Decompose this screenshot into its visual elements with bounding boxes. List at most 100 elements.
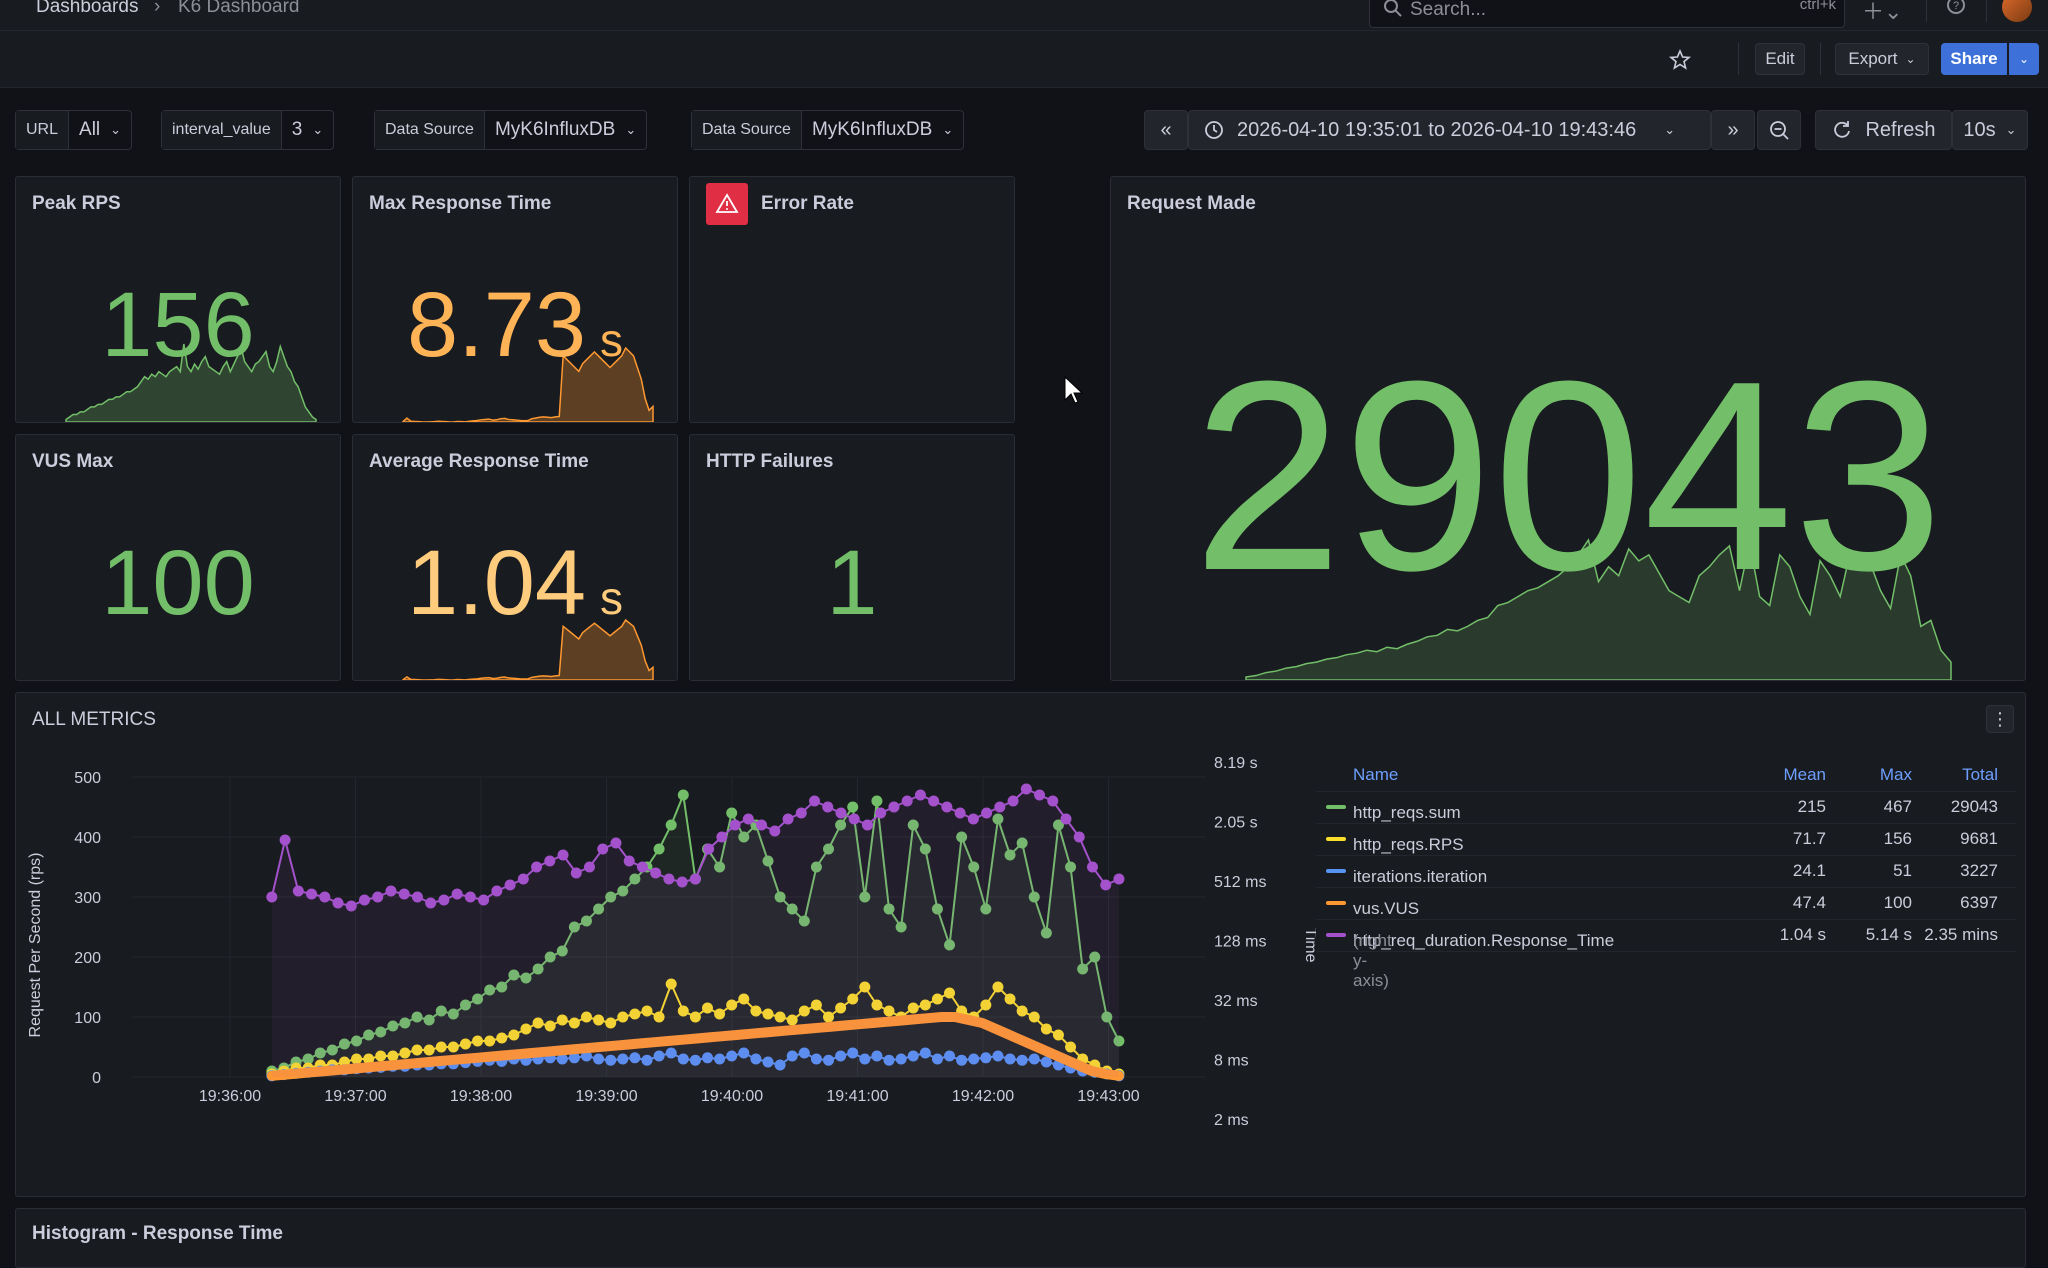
data-point	[774, 1011, 786, 1023]
data-point	[738, 1047, 750, 1059]
data-point	[556, 945, 568, 957]
time-shift-back-icon[interactable]: «	[1144, 110, 1188, 150]
legend-name-suffix: (right y-axis)	[1353, 931, 1392, 990]
search-input[interactable]: Search... ctrl+k	[1369, 0, 1845, 28]
panel-request-made: Request Made 29043	[1110, 176, 2026, 681]
data-point	[580, 915, 592, 927]
chevron-down-icon: ⌄	[312, 122, 324, 137]
data-point	[944, 987, 956, 999]
data-point	[1101, 1011, 1113, 1023]
data-point	[871, 795, 883, 807]
data-point	[351, 1053, 363, 1065]
data-point	[411, 891, 423, 903]
export-button[interactable]: Export ⌄	[1835, 43, 1929, 75]
panel-title: VUS Max	[32, 451, 114, 472]
refresh-interval-select[interactable]: 10s ⌄	[1952, 110, 2028, 150]
legend-row[interactable]: http_req_duration.Response_Time (right y…	[1316, 919, 2016, 990]
panel-title: Peak RPS	[32, 193, 121, 214]
data-point	[464, 891, 476, 903]
data-point	[520, 972, 532, 984]
data-point	[459, 1038, 471, 1050]
legend-mean: 1.04 s	[1779, 925, 1826, 944]
data-point	[1086, 861, 1098, 873]
data-point	[1040, 927, 1052, 939]
data-point	[888, 801, 900, 813]
legend-row[interactable]: iterations.iteration 24.1 51 3227	[1316, 855, 2016, 888]
data-point	[568, 921, 580, 933]
warning-icon[interactable]	[706, 183, 748, 225]
chevron-down-icon: ⌄	[2005, 122, 2017, 137]
legend-mean: 24.1	[1792, 861, 1826, 880]
variable-datasource-2[interactable]: Data Source MyK6InfluxDB ⌄	[691, 110, 965, 150]
max-response-value: 8.73 s	[353, 273, 677, 378]
data-point	[847, 801, 859, 813]
share-menu-chevron-icon[interactable]: ⌄	[2009, 43, 2039, 75]
x-tick-label: 19:38:00	[450, 1088, 512, 1105]
panel-menu-icon[interactable]: ⋮	[1986, 705, 2014, 733]
edit-button[interactable]: Edit	[1755, 43, 1805, 75]
legend-name-text: http_req_duration.Response_Time	[1353, 931, 1615, 950]
legend-row[interactable]: http_reqs.sum 215 467 29043	[1316, 791, 2016, 824]
legend-header: Name Mean Max Total	[1316, 759, 2016, 792]
breadcrumb-root[interactable]: Dashboards	[36, 0, 139, 17]
data-point	[504, 879, 516, 891]
zoom-out-icon[interactable]	[1757, 110, 1801, 150]
variable-interval-label: interval_value	[162, 111, 282, 149]
data-point	[665, 1047, 677, 1059]
data-point	[532, 1017, 544, 1029]
y2-tick-label: 2.05 s	[1214, 815, 1258, 832]
legend-header-max[interactable]: Max	[1879, 765, 1912, 784]
data-point	[762, 1008, 774, 1020]
help-icon[interactable]: ?	[1945, 0, 1967, 16]
variable-datasource-1[interactable]: Data Source MyK6InfluxDB ⌄	[374, 110, 648, 150]
variable-interval-value: 3	[291, 119, 303, 140]
data-point	[980, 999, 992, 1011]
avatar[interactable]	[2002, 0, 2032, 22]
data-point	[398, 888, 410, 900]
y-tick-label: 300	[74, 890, 101, 907]
legend-row[interactable]: http_reqs.RPS 71.7 156 9681	[1316, 823, 2016, 856]
data-point	[1060, 813, 1072, 825]
data-point	[1073, 831, 1085, 843]
variable-url[interactable]: URL All ⌄	[15, 110, 133, 150]
time-shift-forward-icon[interactable]: »	[1711, 110, 1755, 150]
panel-max-response-time: Max Response Time 8.73 s	[352, 176, 678, 423]
data-point	[981, 807, 993, 819]
legend-header-mean[interactable]: Mean	[1783, 765, 1826, 784]
data-point	[795, 807, 807, 819]
x-tick-label: 19:40:00	[701, 1088, 763, 1105]
add-icon[interactable]: ＋⌄	[1862, 0, 1903, 24]
all-metrics-chart: 500 400 300 200 100 0 8.19 s 2.05 s 512 ms 128 m…	[27, 755, 1316, 1129]
data-point	[861, 819, 873, 831]
vus-max-value: 100	[101, 532, 255, 634]
legend-header-name[interactable]: Name	[1353, 765, 1399, 784]
variable-interval[interactable]: interval_value 3 ⌄	[161, 110, 335, 150]
y-tick-label: 500	[74, 770, 101, 787]
data-point	[1028, 1011, 1040, 1023]
legend-row[interactable]: vus.VUS 47.4 100 6397	[1316, 887, 2016, 920]
data-point	[496, 981, 508, 993]
data-point	[358, 894, 370, 906]
series-line-3[interactable]	[266, 1012, 1124, 1081]
legend-header-total[interactable]: Total	[1962, 765, 1998, 784]
legend-name-text: vus.VUS	[1353, 899, 1420, 918]
refresh-button[interactable]: Refresh	[1815, 110, 1952, 150]
data-point	[629, 1008, 641, 1020]
data-point	[750, 1053, 762, 1065]
peak-rps-sparkline	[65, 343, 317, 422]
star-icon[interactable]	[1668, 48, 1692, 72]
chevron-down-icon: ⌄	[625, 122, 637, 137]
data-point	[484, 984, 496, 996]
data-point	[907, 1002, 919, 1014]
search-shortcut: ctrl+k	[1799, 0, 1836, 13]
time-range-picker[interactable]: 2026-04-10 19:35:01 to 2026-04-10 19:43:…	[1188, 110, 1711, 150]
data-point	[580, 1011, 592, 1023]
legend-max: 51	[1893, 861, 1912, 880]
data-point	[447, 1041, 459, 1053]
data-point	[653, 843, 665, 855]
variable-url-value: All	[79, 119, 101, 140]
data-point	[835, 807, 847, 819]
data-point	[385, 885, 397, 897]
share-button[interactable]: Share	[1941, 43, 2007, 75]
data-point	[726, 999, 738, 1011]
